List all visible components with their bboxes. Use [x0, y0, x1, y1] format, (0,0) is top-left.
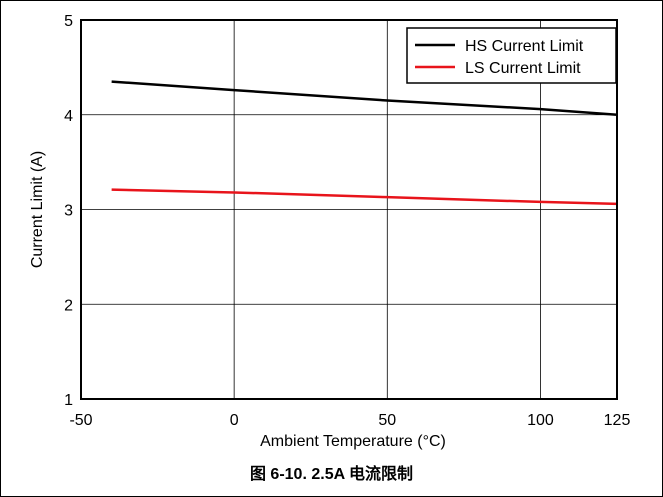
- x-tick-label: 50: [378, 412, 396, 429]
- legend-box: [406, 27, 617, 84]
- x-tick-label: 100: [527, 412, 554, 429]
- x-axis-label: Ambient Temperature (°C): [260, 433, 446, 450]
- x-tick-label: 0: [230, 412, 239, 429]
- x-tick-label: -50: [69, 412, 92, 429]
- y-tick-label: 5: [64, 13, 73, 30]
- x-tick-label: 125: [604, 412, 631, 429]
- y-tick-label: 4: [64, 108, 73, 125]
- series-line-1: [111, 80, 618, 116]
- y-tick-label: 3: [64, 203, 73, 220]
- legend-label-1: HS Current Limit: [465, 38, 584, 55]
- y-axis-ticks: 1 2 3 4 5: [64, 13, 73, 409]
- figure-caption: 图 6-10. 2.5A 电流限制: [249, 466, 413, 483]
- y-tick-label: 1: [64, 392, 73, 409]
- y-tick-label: 2: [64, 297, 73, 314]
- legend: HS Current Limit LS Current Limit: [406, 27, 617, 84]
- x-axis-ticks: -50 0 50 100 125: [69, 412, 630, 429]
- y-axis-label: Current Limit (A): [29, 151, 46, 268]
- series-layer: [111, 80, 618, 206]
- legend-label-2: LS Current Limit: [465, 60, 581, 77]
- plot-area-border: [80, 19, 618, 400]
- series-line-2: [111, 188, 618, 206]
